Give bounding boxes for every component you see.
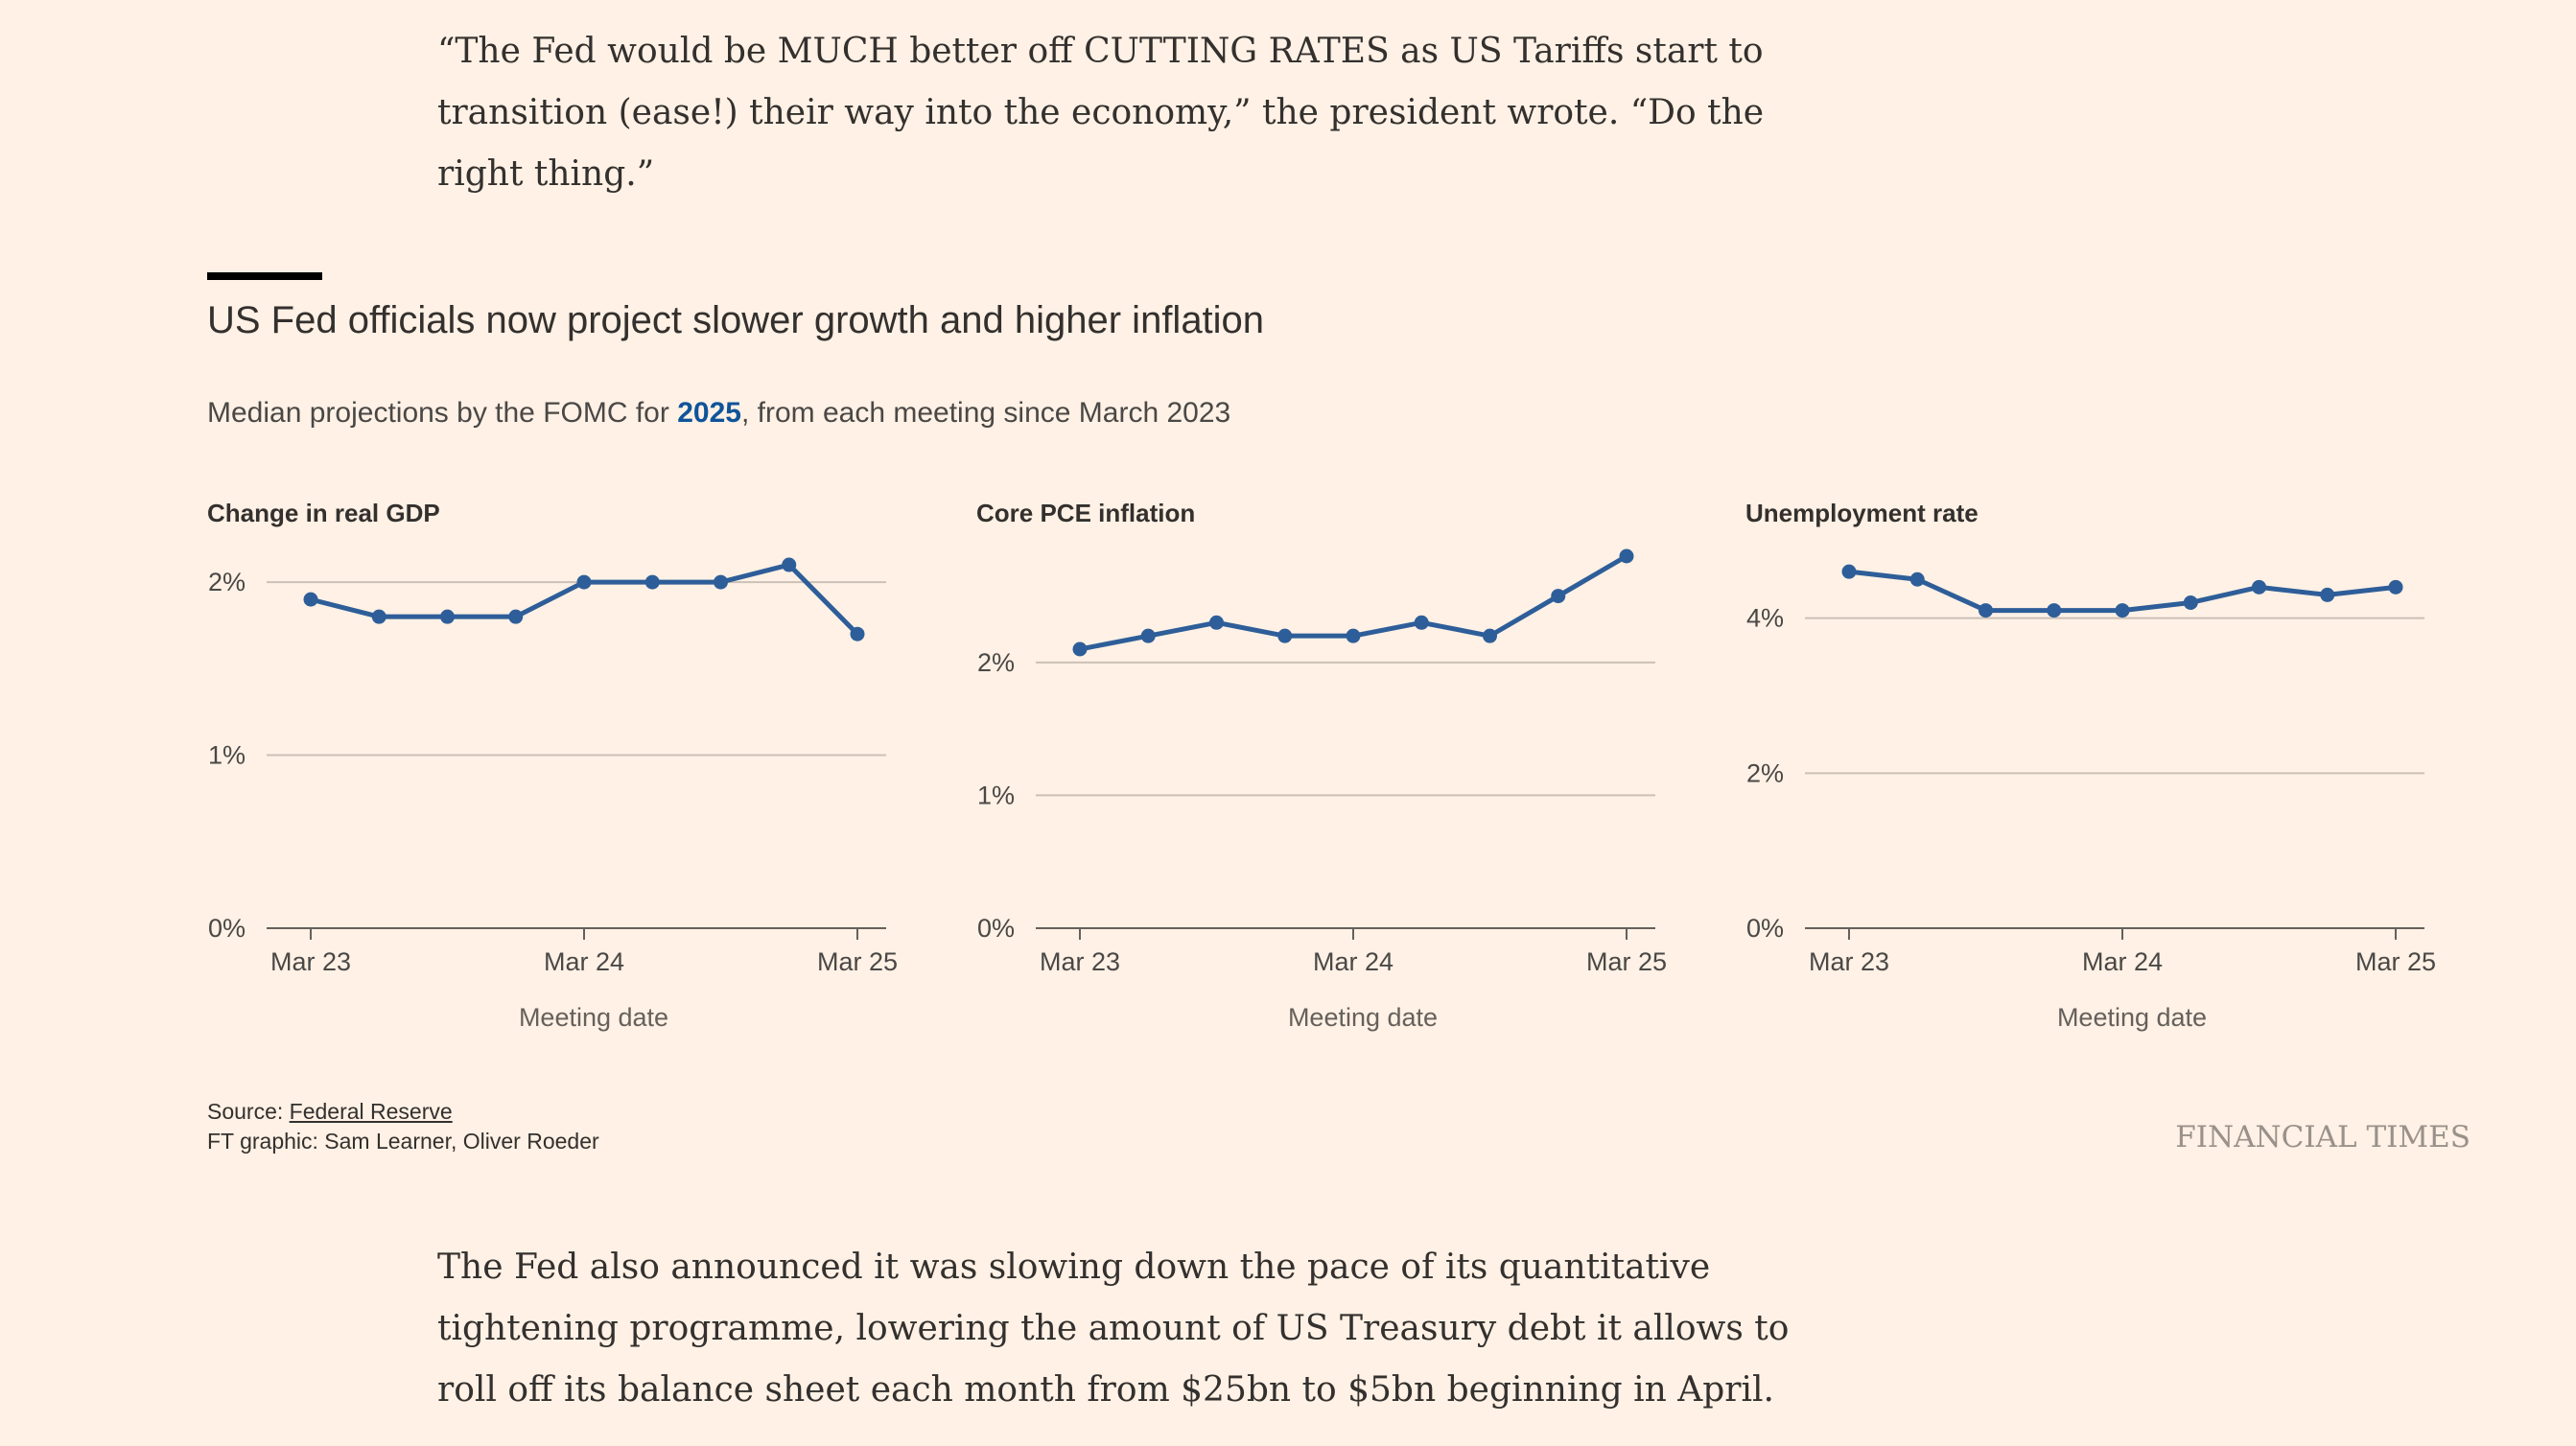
source-link-federal-reserve[interactable]: Federal Reserve xyxy=(289,1099,453,1124)
x-tick-label: Mar 23 xyxy=(1040,947,1120,976)
article-paragraph: The Fed also announced it was slowing do… xyxy=(437,1248,1790,1410)
x-tick-label: Mar 25 xyxy=(817,947,898,976)
y-tick-label: 1% xyxy=(977,781,1015,809)
x-axis-title: Meeting date xyxy=(519,1003,668,1032)
x-tick-label: Mar 24 xyxy=(2082,947,2163,976)
source-block: Source: Federal Reserve FT graphic: Sam … xyxy=(207,1097,599,1156)
chart-panel-unemployment: Unemployment rate 0% 2% 4% Mar 23 Mar 24 Mar 2… xyxy=(1745,499,2436,1032)
subtitle-text-after: , from each meeting since March 2023 xyxy=(740,397,1231,429)
data-point xyxy=(2183,595,2198,610)
data-point xyxy=(2320,587,2335,602)
data-point xyxy=(714,574,728,590)
graphic-subtitle: Median projections by the FOMC for 2025,… xyxy=(207,397,1230,430)
data-point xyxy=(1909,571,1925,587)
x-axis-title: Meeting date xyxy=(2057,1003,2207,1032)
data-point xyxy=(1346,628,1361,643)
data-point xyxy=(2047,603,2062,618)
source-prefix: Source: xyxy=(207,1099,290,1124)
data-point xyxy=(508,609,524,624)
data-point xyxy=(644,574,660,590)
graphic-credit: FT graphic: Sam Learner, Oliver Roeder xyxy=(207,1129,599,1154)
data-point xyxy=(303,592,318,607)
data-point xyxy=(782,557,797,572)
x-tick-label: Mar 25 xyxy=(1586,947,1667,976)
subtitle-highlight-year: 2025 xyxy=(677,397,741,429)
y-tick-label: 1% xyxy=(208,741,246,770)
data-point xyxy=(1483,628,1497,643)
data-point xyxy=(2252,579,2266,595)
data-point xyxy=(1551,589,1566,604)
x-tick-label: Mar 24 xyxy=(1313,947,1393,976)
graphic-top-rule xyxy=(207,272,322,280)
data-point xyxy=(2115,603,2130,618)
data-point xyxy=(1619,548,1634,564)
y-tick-label: 0% xyxy=(1746,914,1784,943)
y-tick-label: 4% xyxy=(1746,604,1784,633)
y-tick-label: 2% xyxy=(208,568,246,596)
graphic-title: US Fed officials now project slower grow… xyxy=(207,299,1265,341)
subtitle-text-before: Median projections by the FOMC for xyxy=(207,397,678,429)
data-point xyxy=(1841,564,1857,579)
y-tick-label: 0% xyxy=(977,914,1015,943)
article-quote-paragraph: “The Fed would be MUCH better off CUTTIN… xyxy=(437,32,1765,194)
panel-title: Change in real GDP xyxy=(207,499,440,527)
data-point xyxy=(1414,615,1429,630)
data-point xyxy=(1209,615,1224,630)
data-point xyxy=(440,609,455,624)
data-point xyxy=(850,626,865,641)
y-tick-label: 2% xyxy=(977,648,1015,677)
financial-times-logo: FINANCIAL TIMES xyxy=(2175,1120,2471,1154)
x-tick-label: Mar 24 xyxy=(544,947,624,976)
panel-title: Core PCE inflation xyxy=(976,499,1195,527)
data-point xyxy=(1072,641,1088,657)
chart-panel-gdp: Change in real GDP 0% 1% 2% Mar 23 Mar 24 Mar … xyxy=(207,499,898,1032)
panel-title: Unemployment rate xyxy=(1745,499,1979,527)
data-point xyxy=(1140,628,1156,643)
data-point xyxy=(576,574,592,590)
y-tick-label: 0% xyxy=(208,914,246,943)
x-axis-title: Meeting date xyxy=(1288,1003,1438,1032)
data-point xyxy=(1979,603,1993,618)
chart-panel-core-pce: Core PCE inflation 0% 1% 2% Mar 23 Mar 24 Mar … xyxy=(976,499,1667,1032)
y-tick-label: 2% xyxy=(1746,758,1784,787)
x-tick-label: Mar 25 xyxy=(2355,947,2436,976)
data-point xyxy=(2388,579,2403,595)
data-point xyxy=(371,609,386,624)
x-tick-label: Mar 23 xyxy=(1809,947,1889,976)
source-line: Source: Federal Reserve xyxy=(207,1097,599,1127)
x-tick-label: Mar 23 xyxy=(270,947,351,976)
data-point xyxy=(1277,628,1293,643)
